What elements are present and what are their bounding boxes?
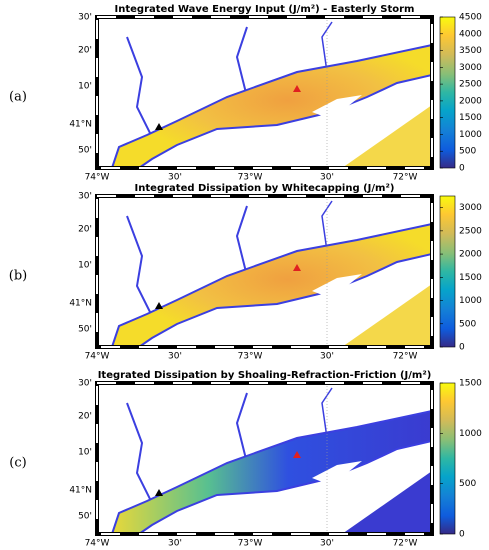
map-frame-dash [96, 382, 433, 535]
river [235, 26, 248, 98]
sound [110, 43, 433, 169]
colorbar-tick-label: 0 [459, 530, 465, 540]
panel-label: (a) [9, 90, 27, 105]
lat-label: 10' [78, 448, 92, 458]
colorbar [439, 16, 456, 169]
river [126, 402, 158, 514]
ocean [342, 471, 432, 534]
lon-label: 74°W [85, 539, 110, 549]
station-red [293, 85, 301, 92]
colorbar-tick-label: 4500 [459, 13, 482, 23]
river [235, 205, 248, 277]
river [126, 215, 158, 327]
colorbar-tick-label: 1000 [459, 130, 482, 140]
colorbar-tick-label: 2000 [459, 250, 482, 260]
lat-label: 50' [78, 146, 92, 156]
lon-label: 72°W [393, 173, 418, 183]
lon-label: 73°W [238, 173, 263, 183]
station-black [155, 123, 163, 130]
lon-label: 30' [320, 539, 334, 549]
colorbar-tick-label: 500 [459, 147, 476, 157]
river [321, 387, 333, 439]
panel-label: (c) [9, 456, 26, 471]
lat-label: 50' [78, 325, 92, 335]
river [126, 36, 158, 148]
colorbar-tick-label: 1000 [459, 429, 482, 439]
colorbar-tick-label: 2500 [459, 80, 482, 90]
lat-label: 41°N [69, 120, 92, 130]
river [321, 21, 333, 73]
sound [110, 222, 433, 348]
panel-title: Itegrated Dissipation by Shoaling-Refrac… [98, 370, 432, 381]
ocean [342, 284, 432, 347]
colorbar-tick-label: 0 [459, 164, 465, 174]
river [321, 200, 333, 252]
colorbar [439, 195, 456, 348]
lon-label: 72°W [393, 539, 418, 549]
colorbar-tick-label: 2500 [459, 226, 482, 236]
river [235, 392, 248, 464]
lat-label: 50' [78, 512, 92, 522]
colorbar-tick-label: 2000 [459, 96, 482, 106]
lat-label: 41°N [69, 299, 92, 309]
sound [110, 409, 433, 535]
colorbar-tick-label: 3500 [459, 46, 482, 56]
ocean [342, 105, 432, 168]
lon-label: 30' [168, 539, 182, 549]
colorbar-tick-label: 4000 [459, 29, 482, 39]
colorbar-tick-label: 3000 [459, 203, 482, 213]
station-black [155, 489, 163, 496]
lon-label: 73°W [238, 352, 263, 362]
station-black [155, 302, 163, 309]
panel-label: (b) [9, 269, 27, 284]
colorbar-tick-label: 0 [459, 343, 465, 353]
station-red [293, 451, 301, 458]
map-frame-dash [96, 16, 433, 169]
lat-label: 20' [78, 412, 92, 422]
lon-label: 73°W [238, 539, 263, 549]
colorbar-tick-label: 500 [459, 479, 476, 489]
map [95, 194, 434, 349]
map [95, 15, 434, 170]
lat-label: 20' [78, 46, 92, 56]
colorbar-tick-label: 1500 [459, 379, 482, 389]
lon-label: 30' [168, 173, 182, 183]
lon-label: 74°W [85, 352, 110, 362]
lon-label: 72°W [393, 352, 418, 362]
colorbar-tick-label: 1000 [459, 296, 482, 306]
lat-label: 41°N [69, 486, 92, 496]
colorbar-tick-label: 1500 [459, 113, 482, 123]
lat-label: 20' [78, 225, 92, 235]
lon-label: 30' [320, 352, 334, 362]
lat-label: 30' [78, 13, 92, 23]
lon-label: 30' [168, 352, 182, 362]
lon-label: 74°W [85, 173, 110, 183]
colorbar-tick-label: 3000 [459, 63, 482, 73]
map [95, 381, 434, 536]
station-red [293, 264, 301, 271]
lat-label: 30' [78, 379, 92, 389]
lat-label: 30' [78, 192, 92, 202]
bay [312, 95, 362, 117]
lon-label: 30' [320, 173, 334, 183]
panel-title: Integrated Dissipation by Whitecapping (… [135, 183, 395, 194]
colorbar-tick-label: 500 [459, 319, 476, 329]
lat-label: 10' [78, 82, 92, 92]
lat-label: 10' [78, 261, 92, 271]
map-frame-dash [96, 195, 433, 348]
colorbar-tick-label: 1500 [459, 273, 482, 283]
panel-title: Integrated Wave Energy Input (J/m²) - Ea… [115, 4, 415, 15]
colorbar [439, 382, 456, 535]
bay [312, 274, 362, 296]
bay [312, 461, 362, 483]
